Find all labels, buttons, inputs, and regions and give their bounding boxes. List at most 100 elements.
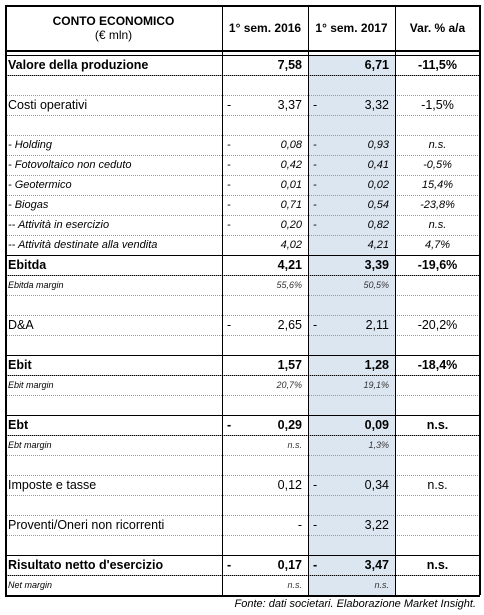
value: 2,11 [365,318,389,332]
column-border [479,5,481,595]
value-sign: - [313,558,318,572]
row-border [5,355,480,356]
value-cell: - 0,82 [308,215,395,235]
change-value: -18,4% [417,358,458,372]
row-border [5,275,480,276]
value-sign: - [227,219,231,231]
row-border [5,295,480,296]
value-cell: n.s. [222,435,308,455]
value-sign: - [313,139,317,151]
value-cell: - 0,01 [222,175,308,195]
value-cell [308,295,395,315]
source-note: Fonte: dati societari. Elaborazione Mark… [234,598,476,610]
row-border [5,175,480,176]
row-border [5,475,480,476]
row-border [5,315,480,316]
value: 1,28 [364,358,389,372]
row-border [5,395,480,396]
value: 0,82 [367,219,389,231]
value-cell [308,495,395,515]
value: 0,34 [364,478,389,492]
row-border [5,50,480,52]
value: 0,02 [367,179,389,191]
row-label: Ebit [8,358,32,372]
value-sign: - [313,478,318,492]
value-cell: - 0,41 [308,155,395,175]
row-border [5,515,480,516]
value: 3,37 [277,98,302,112]
value: n.s. [287,440,302,450]
value-cell [308,535,395,555]
column-header: 1° sem. 2017 [315,20,388,35]
row-border [5,75,480,76]
value: 0,01 [280,179,302,191]
value-cell [308,395,395,415]
value-cell [308,75,395,95]
row-border [5,155,480,156]
value-cell: 6,71 [308,55,395,75]
value-cell: n.s. [308,575,395,595]
value-cell [222,535,308,555]
value: 3,32 [364,98,389,112]
value-cell: - 3,47 [308,555,395,575]
value-cell: 4,21 [308,235,395,255]
row-border [5,375,480,376]
value-cell: - 0,20 [222,215,308,235]
value-cell: 0,12 [222,475,308,495]
change-value: n.s. [426,418,449,432]
value-sign: - [313,219,317,231]
value-cell: - 3,37 [222,95,308,115]
value-sign: - [313,98,318,112]
header-unit: (€ mln) [94,27,133,42]
value: 4,02 [280,239,302,251]
value-sign: - [227,159,231,171]
row-label: Proventi/Oneri non ricorrenti [8,518,165,532]
row-border [5,135,480,136]
value-sign: - [227,179,231,191]
value: 55,6% [276,280,302,290]
column-border [5,5,7,595]
row-border [5,195,480,196]
value-cell [222,295,308,315]
value-cell [308,335,395,355]
value: 0,54 [367,199,389,211]
value-cell: - [222,515,308,535]
value-cell: n.s. [222,575,308,595]
value: 0,20 [280,219,302,231]
value-cell [308,115,395,135]
row-label: -- Attività destinate alla vendita [8,239,158,251]
value-sign: - [227,139,231,151]
value-sign: - [227,318,232,332]
row-border [5,555,480,556]
row-border [5,535,480,536]
value-cell: 1,3% [308,435,395,455]
value: 0,09 [364,418,389,432]
value: 2,65 [277,318,302,332]
value-cell: 7,58 [222,55,308,75]
row-label: Costi operativi [8,98,88,112]
value-cell: - 0,17 [222,555,308,575]
change-value: -23,8% [420,199,455,211]
value-cell: 0,09 [308,415,395,435]
value: 0,71 [280,199,302,211]
value: 19,1% [363,380,389,390]
value-cell: - 2,11 [308,315,395,335]
column-border [222,5,223,595]
value: 4,21 [277,258,302,272]
value: 3,39 [364,258,389,272]
value: 3,47 [364,558,389,572]
row-label: - Biogas [8,199,49,211]
row-border [5,115,480,116]
change-value: -1,5% [421,98,454,112]
value: 0,41 [367,159,389,171]
value: 3,22 [364,518,389,532]
value-cell [222,395,308,415]
value: 0,29 [277,418,302,432]
change-value: -19,6% [417,258,458,272]
row-label: Ebt margin [8,440,52,450]
change-value: n.s. [428,219,447,231]
value-cell: 1,28 [308,355,395,375]
value-cell: - 0,93 [308,135,395,155]
value-sign: - [227,418,232,432]
row-label: Ebitda [8,258,47,272]
